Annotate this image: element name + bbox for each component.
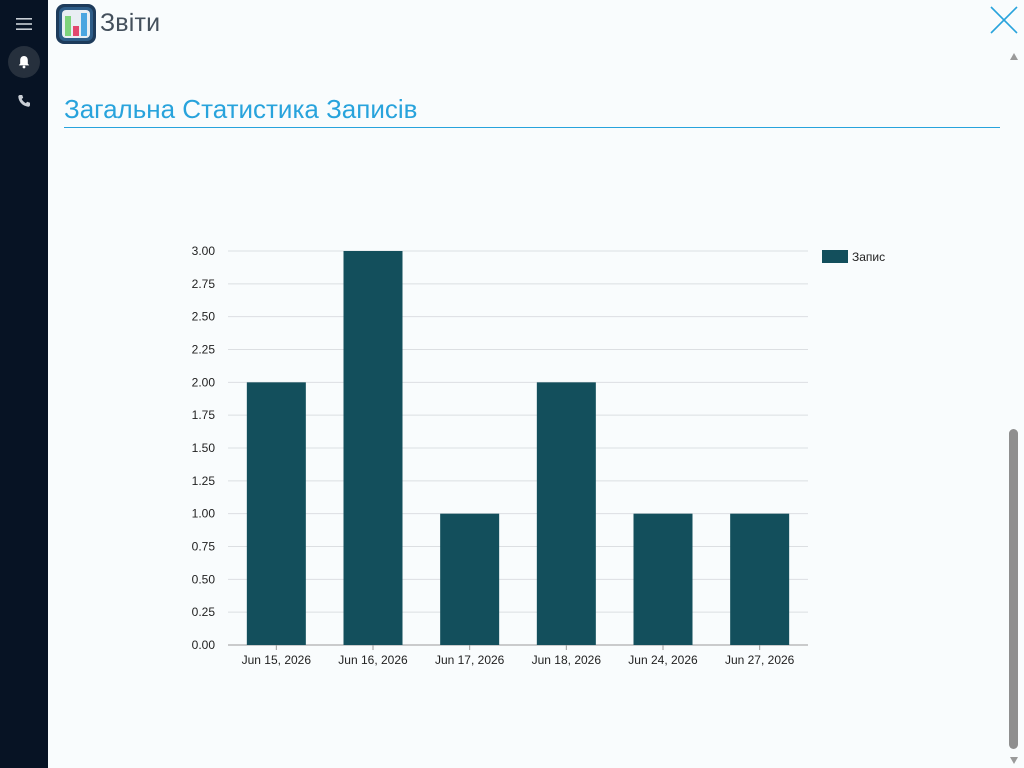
phone-icon [18, 95, 30, 107]
sidebar [0, 0, 48, 768]
scroll-down-arrow-icon[interactable] [1010, 757, 1018, 764]
bar [343, 251, 403, 645]
close-button[interactable] [988, 4, 1020, 36]
close-icon [990, 6, 1018, 34]
y-tick-label: 1.00 [192, 507, 216, 521]
y-tick-label: 0.25 [192, 605, 216, 619]
x-tick-label: Jun 24, 2026 [628, 653, 698, 667]
bar [440, 513, 500, 645]
bar [730, 513, 790, 645]
legend-swatch [822, 250, 848, 263]
x-tick-label: Jun 18, 2026 [532, 653, 602, 667]
bar [536, 382, 596, 645]
y-tick-label: 3.00 [192, 244, 216, 258]
y-tick-label: 1.25 [192, 474, 216, 488]
bar-chart: 0.00 0.25 0.50 0.75 1.00 1.25 1.50 1.75 2.00 2.25… [192, 244, 885, 667]
phone-button[interactable] [8, 85, 40, 117]
menu-icon [16, 18, 32, 30]
x-tick-label: Jun 16, 2026 [338, 653, 408, 667]
y-tick-label: 2.75 [192, 277, 216, 291]
reports-app-icon [56, 4, 96, 44]
y-tick-label: 0.00 [192, 638, 216, 652]
menu-button[interactable] [8, 8, 40, 40]
legend-label: Запис [852, 250, 885, 264]
scroll-thumb[interactable] [1009, 429, 1018, 749]
y-tick-label: 1.75 [192, 408, 216, 422]
scroll-up-arrow-icon[interactable] [1010, 53, 1018, 60]
y-tick-label: 0.75 [192, 540, 216, 554]
vertical-scrollbar[interactable] [1004, 48, 1024, 768]
app-title: Звіти [100, 9, 161, 37]
bar [246, 382, 306, 645]
x-tick-label: Jun 27, 2026 [725, 653, 795, 667]
notifications-button[interactable] [8, 46, 40, 78]
x-tick-label: Jun 17, 2026 [435, 653, 505, 667]
y-tick-label: 2.00 [192, 375, 216, 389]
section-title: Загальна Статистика Записів [64, 94, 1000, 128]
bell-icon [18, 56, 30, 69]
y-tick-label: 0.50 [192, 572, 216, 586]
y-tick-label: 1.50 [192, 441, 216, 455]
header: Звіти [48, 0, 1024, 48]
y-tick-label: 2.50 [192, 310, 216, 324]
bar [633, 513, 693, 645]
y-tick-label: 2.25 [192, 343, 216, 357]
x-tick-label: Jun 15, 2026 [242, 653, 312, 667]
